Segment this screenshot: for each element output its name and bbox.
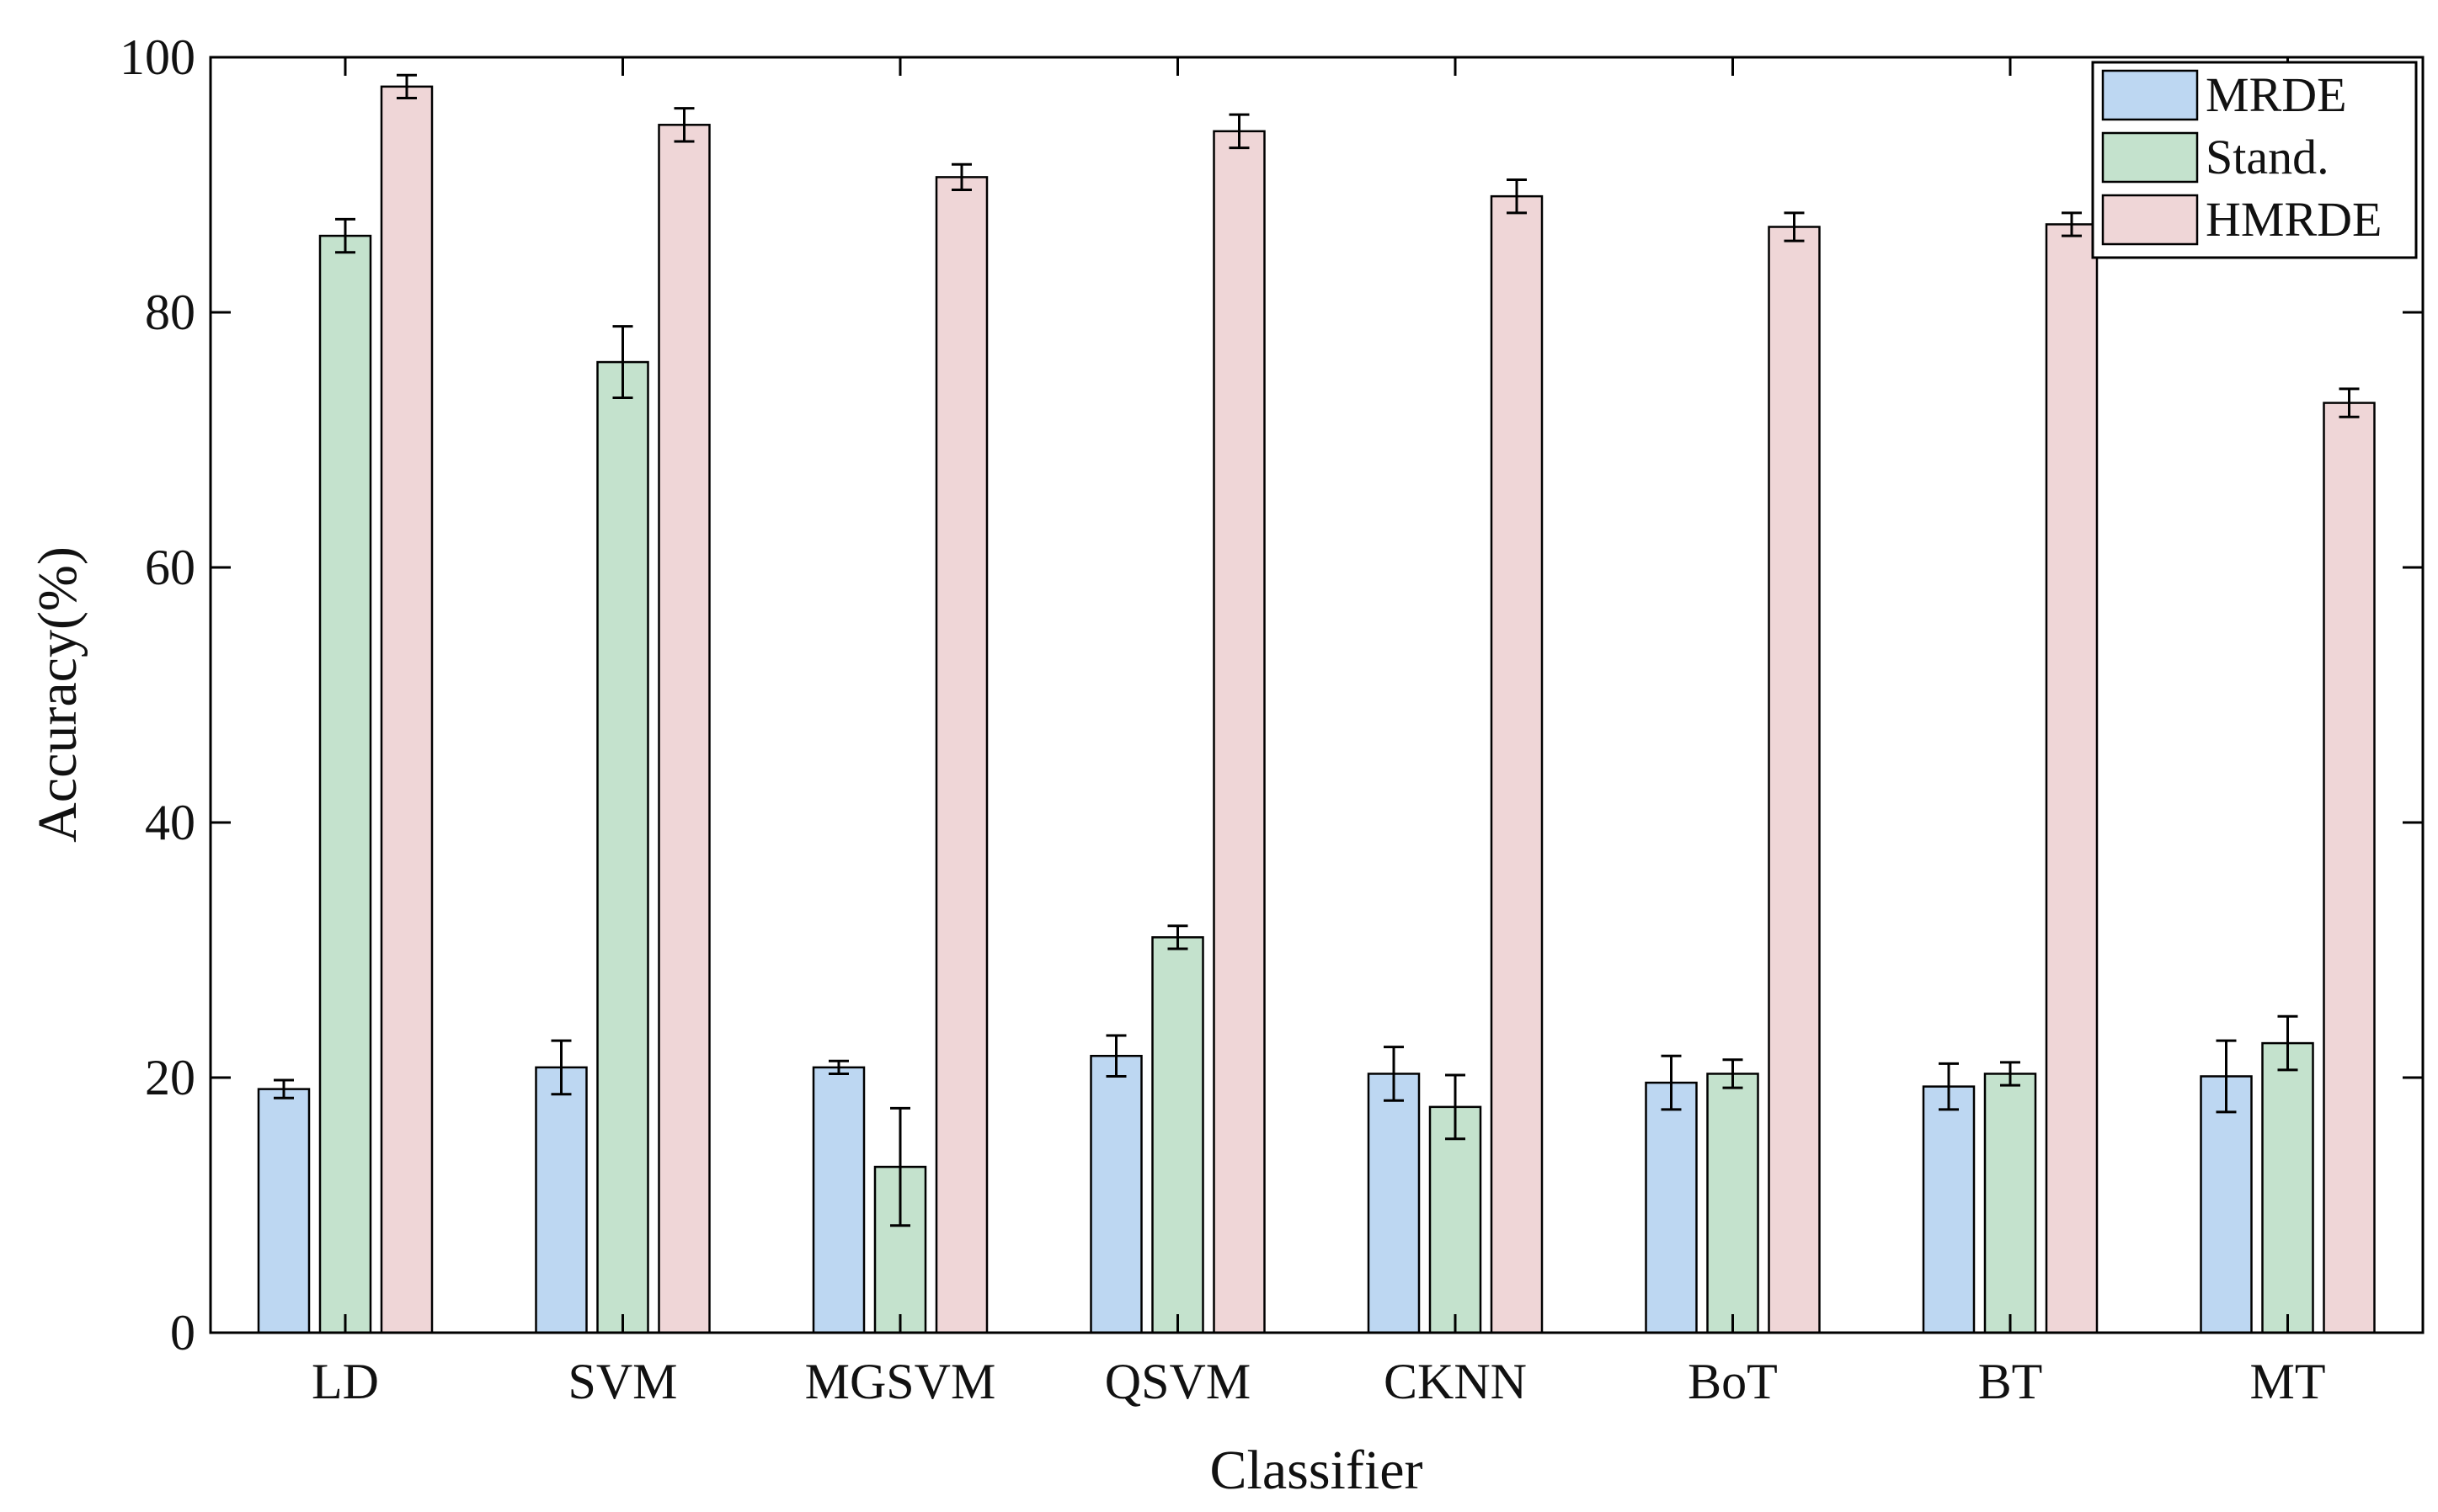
error-bar-stand-cknn [1445,1073,1465,1141]
error-bar-hmrde-qsvm [1229,113,1250,150]
x-tick-label-bot: BoT [1688,1354,1778,1409]
bars-layer [257,85,2376,1334]
bar-hmrde-cknn [1490,194,1544,1334]
error-bar-hmrde-mt [2339,387,2360,418]
x-axis-label: Classifier [1210,1440,1423,1501]
plot-frame [209,56,2425,1334]
error-bar-stand-svm [612,325,633,400]
legend: MRDE Stand. HMRDE [2091,61,2418,259]
bar-stand-bot [1706,1073,1759,1334]
y-tick-label-20: 20 [145,1050,195,1105]
bar-mrde-ld [257,1088,311,1334]
error-bar-mrde-svm [551,1039,572,1096]
x-tick-label-svm: SVM [568,1354,677,1409]
error-bar-hmrde-bot [1784,211,1805,242]
bar-hmrde-ld [380,85,434,1334]
x-tick-label-qsvm: QSVM [1105,1354,1251,1409]
y-tick-label-40: 40 [145,795,195,850]
bar-stand-ld [318,234,372,1334]
error-bar-stand-ld [335,217,355,254]
y-tick-label-60: 60 [145,540,195,595]
bar-hmrde-qsvm [1213,130,1266,1334]
bar-hmrde-mgsvm [935,176,989,1334]
error-bar-stand-mgsvm [890,1106,910,1227]
error-bar-hmrde-ld [397,73,417,99]
error-bar-mrde-ld [274,1078,294,1099]
error-bar-hmrde-svm [674,107,695,143]
y-tick-label-80: 80 [145,285,195,340]
x-tick-label-mgsvm: MGSVM [805,1354,996,1409]
legend-label-mrde: MRDE [2206,67,2347,122]
bar-mrde-cknn [1367,1073,1421,1334]
bar-hmrde-bot [1768,226,1821,1334]
x-tick-label-bt: BT [1978,1354,2043,1409]
x-axis: LD SVM MGSVM QSVM CKNN BoT BT MT [312,57,2326,1409]
error-bars-layer [274,73,2360,1227]
error-bar-hmrde-mgsvm [952,162,972,192]
error-bar-mrde-bot [1661,1054,1682,1111]
error-bar-mrde-mt [2216,1039,2237,1114]
y-axis-label: Accuracy(%) [27,546,88,843]
bar-mrde-mgsvm [812,1066,866,1334]
error-bar-stand-qsvm [1167,924,1188,950]
error-bar-mrde-mgsvm [829,1059,849,1075]
bar-mrde-svm [535,1066,588,1334]
legend-swatch-stand [2101,131,2199,184]
legend-swatch-mrde [2101,69,2199,121]
bar-mrde-qsvm [1090,1054,1143,1334]
bar-stand-svm [596,360,649,1334]
error-bar-stand-bt [2000,1061,2020,1087]
error-bar-stand-mt [2277,1014,2298,1072]
error-bar-hmrde-bt [2062,211,2082,237]
legend-label-hmrde: HMRDE [2206,192,2382,247]
x-tick-label-mt: MT [2250,1354,2326,1409]
bar-hmrde-mt [2323,402,2376,1334]
x-tick-label-cknn: CKNN [1384,1354,1527,1409]
bar-mrde-bot [1645,1081,1698,1334]
bar-hmrde-svm [658,124,711,1334]
y-tick-label-100: 100 [120,29,195,85]
bar-mrde-bt [1922,1085,1976,1334]
error-bar-hmrde-cknn [1507,178,1527,215]
x-tick-label-ld: LD [312,1354,379,1409]
bar-stand-qsvm [1151,936,1204,1334]
bar-hmrde-bt [2045,223,2099,1334]
error-bar-stand-bot [1722,1058,1743,1089]
error-bar-mrde-cknn [1384,1046,1404,1102]
y-axis: 0 20 40 60 80 100 [120,29,2423,1360]
legend-label-stand: Stand. [2206,130,2329,184]
bar-mrde-mt [2200,1075,2253,1334]
bar-stand-cknn [1428,1105,1482,1334]
error-bar-mrde-qsvm [1106,1034,1127,1078]
error-bar-mrde-bt [1939,1062,1959,1111]
legend-swatch-hmrde [2101,194,2199,246]
bar-stand-mt [2261,1041,2314,1334]
y-tick-label-0: 0 [170,1305,195,1360]
bar-stand-bt [1983,1073,2037,1334]
